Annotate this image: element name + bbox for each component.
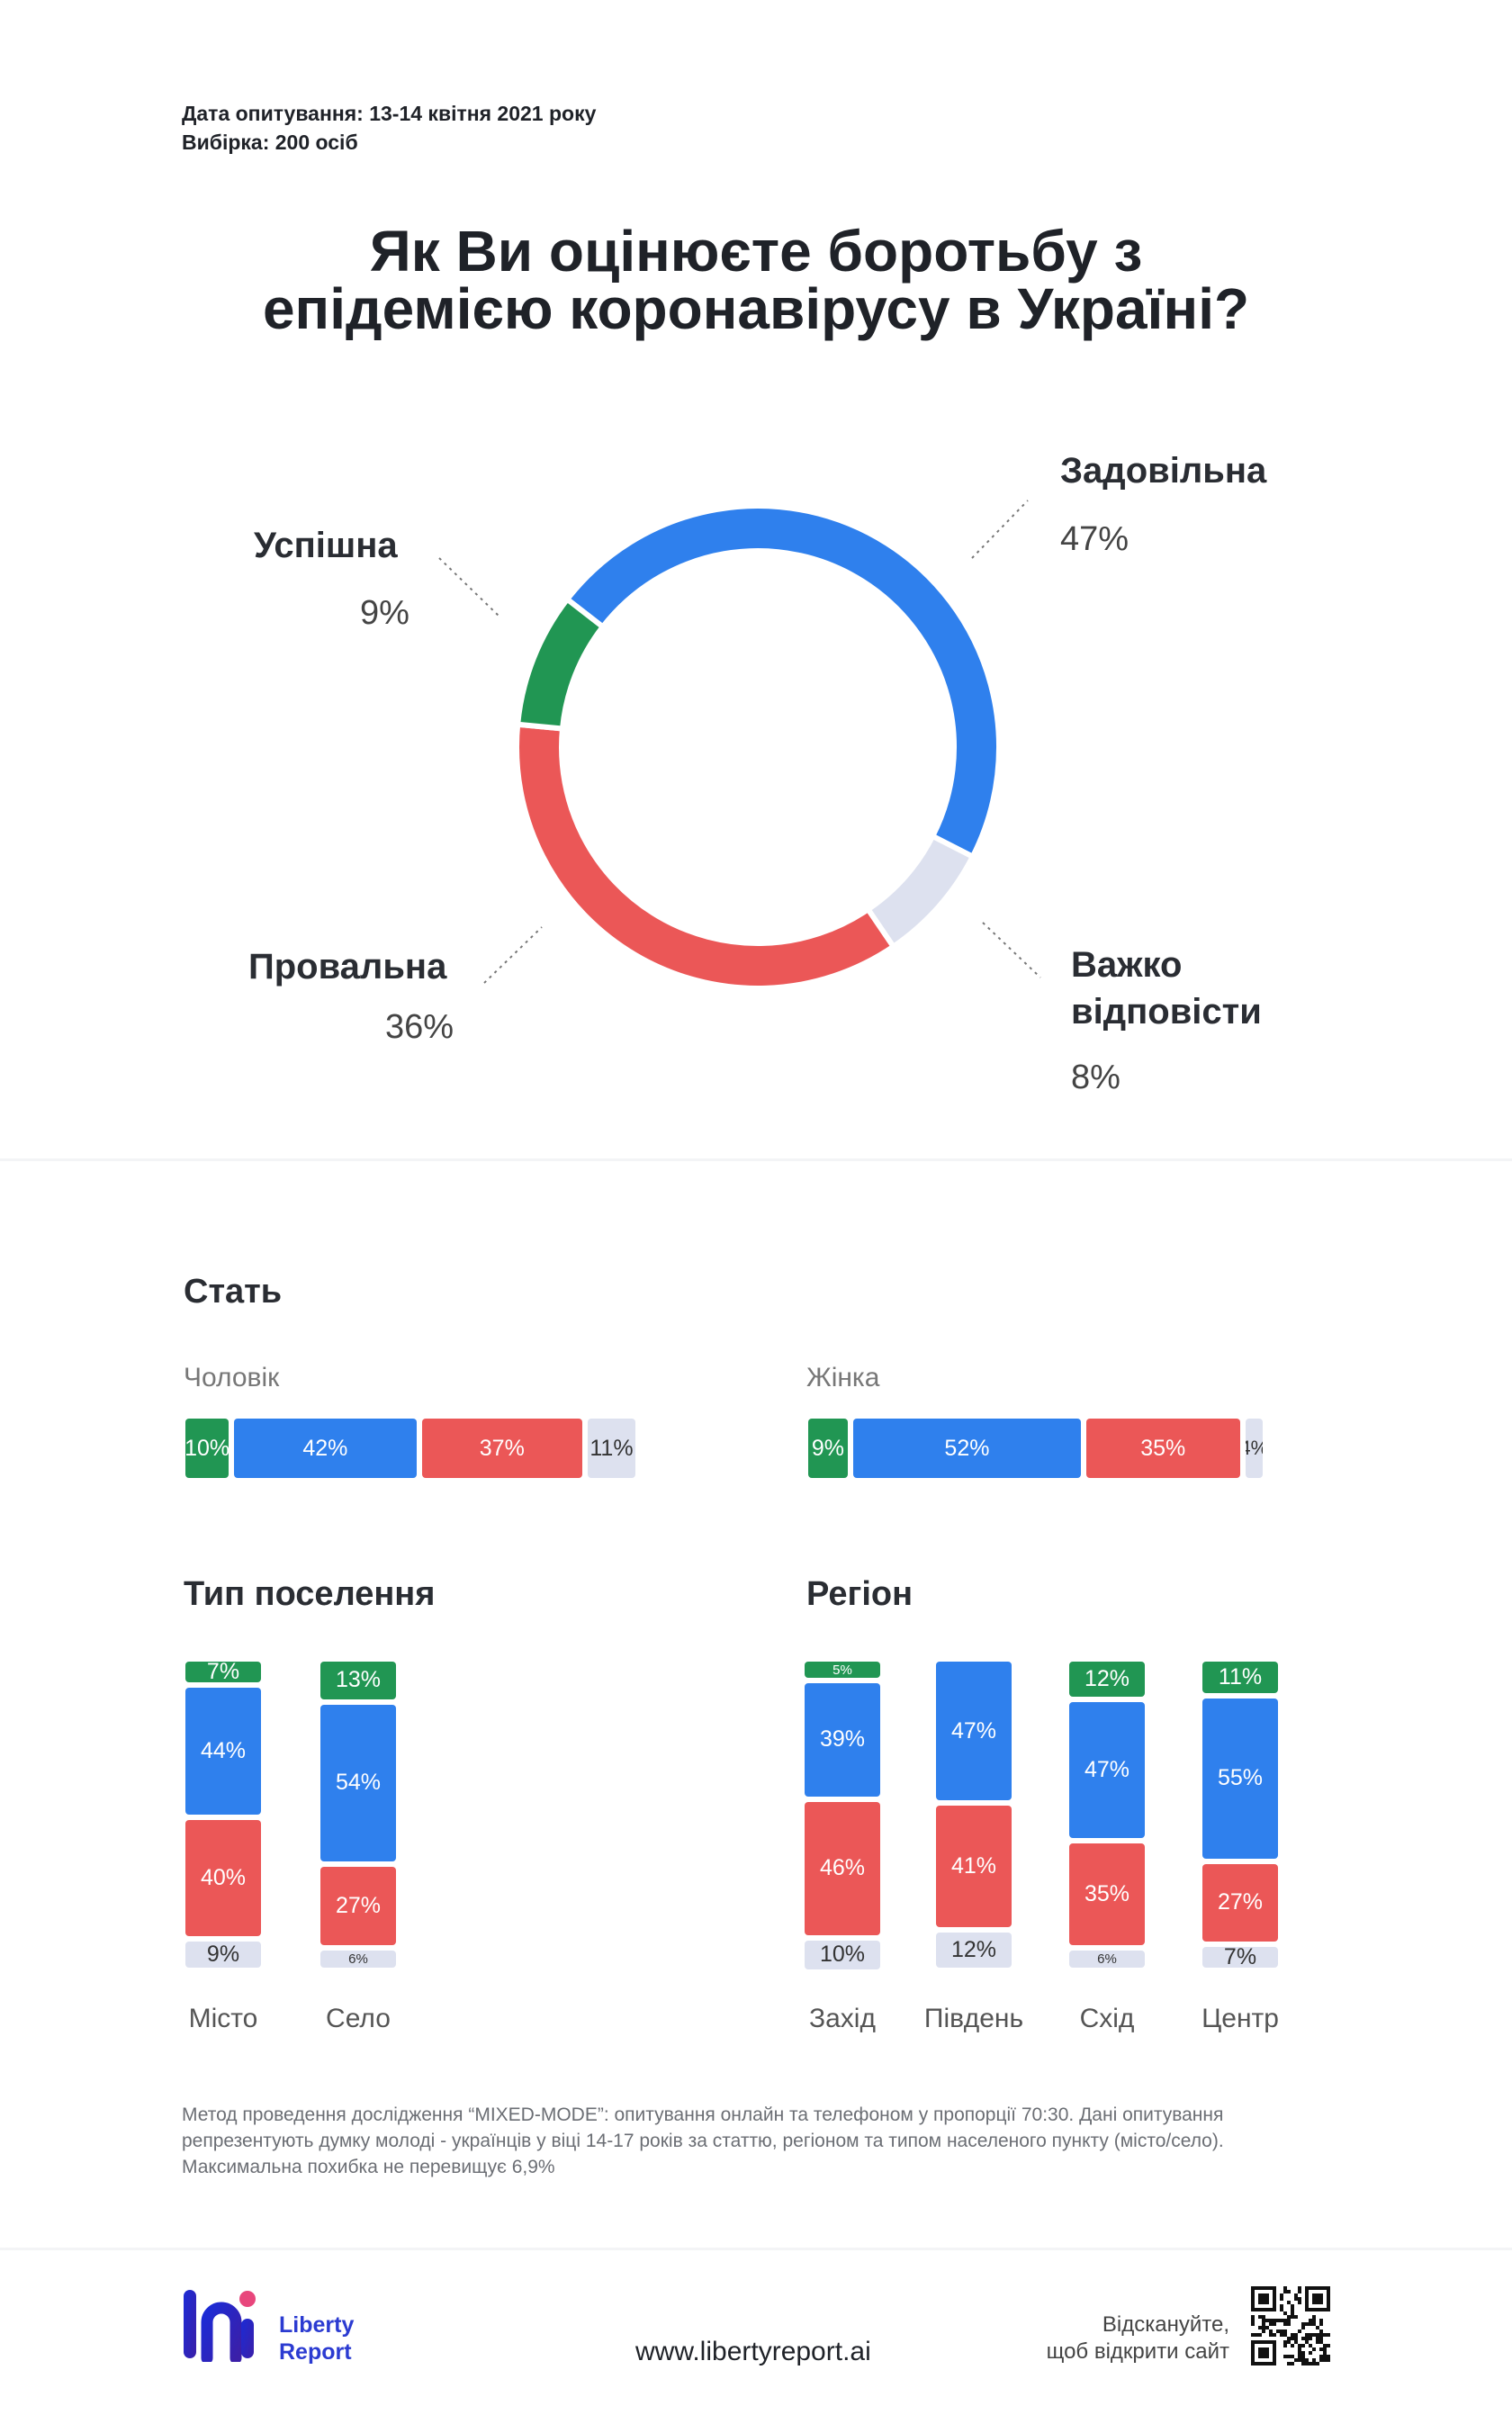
pct-failed: 36% [385, 1008, 454, 1046]
category-label-center: Центр [1202, 2004, 1279, 2033]
section-gender-title: Стать [184, 1273, 283, 1311]
donut-chart [438, 500, 1041, 991]
bar-west-seg-3: 10% [805, 1940, 880, 1969]
donut-slice-satisfactory [563, 503, 1002, 861]
logo-text-line2: Report [279, 2339, 352, 2365]
page-title: Як Ви оцінюєте боротьбу з [369, 219, 1143, 284]
bar-male-seg-1: 42% [234, 1419, 417, 1478]
label-failed: Провальна [248, 947, 447, 987]
category-label-city: Місто [188, 2004, 258, 2033]
bar-west-seg-2: 46% [805, 1801, 880, 1935]
bar-east-seg-2: 35% [1069, 1843, 1145, 1945]
bar-city-seg-1: 44% [185, 1687, 261, 1816]
bar-city-seg-2: 40% [185, 1820, 261, 1937]
bar-city-seg-0: 7% [185, 1662, 261, 1682]
leader-line-satisfactory [971, 500, 1029, 559]
methodology-note-line2: репрезентують думку молоді - українців у… [182, 2131, 1224, 2151]
label-satisfactory: Задовільна [1060, 451, 1267, 491]
label-hard: Важко [1071, 945, 1183, 985]
methodology-note-line1: Метод проведення дослідження “MIXED-MODE… [182, 2104, 1224, 2125]
donut-slice-successful [514, 595, 607, 732]
bar-male-seg-2: 37% [421, 1419, 582, 1478]
pct-successful: 9% [360, 594, 410, 632]
scan-caption-line2: щоб відкрити сайт [1046, 2339, 1229, 2364]
leader-line-successful [438, 557, 500, 617]
pct-hard: 8% [1071, 1059, 1120, 1096]
section-divider [0, 1158, 1512, 1161]
label-hard-line2: відповісти [1071, 992, 1262, 1032]
bar-village-seg-3: 6% [320, 1950, 396, 1968]
bar-center-seg-1: 55% [1202, 1699, 1278, 1859]
label-successful: Успішна [254, 526, 398, 565]
category-label-east: Схід [1079, 2004, 1135, 2033]
bar-village-seg-0: 13% [320, 1662, 396, 1699]
section-settlement-title: Тип поселення [184, 1575, 436, 1613]
category-label-west: Захід [809, 2004, 876, 2033]
footer-divider [0, 2248, 1512, 2250]
category-label-village: Село [326, 2004, 391, 2033]
section-region-title: Регіон [806, 1575, 914, 1613]
pct-satisfactory: 47% [1060, 520, 1130, 558]
donut-slice-failed [514, 721, 897, 991]
bar-male-seg-0: 10% [185, 1419, 230, 1478]
bar-female-seg-0: 9% [808, 1419, 848, 1478]
bar-south-seg-1: 47% [936, 1662, 1012, 1801]
bar-female-seg-3: 4% [1245, 1419, 1263, 1478]
bar-female-seg-2: 35% [1086, 1419, 1240, 1478]
donut-slices [514, 503, 1002, 991]
bar-south-seg-2: 41% [936, 1806, 1012, 1927]
page-title-line2: епідемією коронавірусу в Україні? [262, 276, 1250, 341]
liberty-report-logo[interactable] [182, 2286, 257, 2366]
bar-west-seg-0: 5% [805, 1662, 880, 1678]
bar-south-seg-3: 12% [936, 1932, 1012, 1968]
methodology-note-line3: Максимальна похибка не перевищує 6,9% [182, 2157, 555, 2177]
bar-center-seg-2: 27% [1202, 1863, 1278, 1942]
sample-size: Вибірка: 200 осіб [182, 131, 358, 154]
bar-east-seg-3: 6% [1069, 1950, 1145, 1968]
bar-east-seg-1: 47% [1069, 1701, 1145, 1838]
leader-line-failed [483, 926, 543, 984]
bar-male-seg-3: 11% [587, 1419, 635, 1478]
logo-text-line1: Liberty [279, 2312, 355, 2338]
scan-caption-line1: Відскануйте, [1102, 2312, 1229, 2337]
bar-east-seg-0: 12% [1069, 1662, 1145, 1697]
leader-line-hard [982, 922, 1041, 978]
qr-code-icon[interactable] [1251, 2286, 1330, 2365]
bar-female-seg-1: 52% [852, 1419, 1082, 1478]
bar-village-seg-1: 54% [320, 1704, 396, 1861]
bar-center-seg-3: 7% [1202, 1947, 1278, 1968]
survey-date: Дата опитування: 13-14 квітня 2021 року [182, 102, 597, 125]
bar-center-seg-0: 11% [1202, 1662, 1278, 1694]
bar-village-seg-2: 27% [320, 1866, 396, 1945]
female-label: Жінка [806, 1363, 880, 1392]
bar-west-seg-1: 39% [805, 1683, 880, 1797]
male-label: Чоловік [184, 1363, 280, 1392]
category-label-south: Південь [923, 2004, 1024, 2033]
bar-city-seg-3: 9% [185, 1942, 261, 1968]
website-link[interactable]: www.libertyreport.ai [635, 2337, 871, 2366]
logo-icon [184, 2290, 256, 2365]
